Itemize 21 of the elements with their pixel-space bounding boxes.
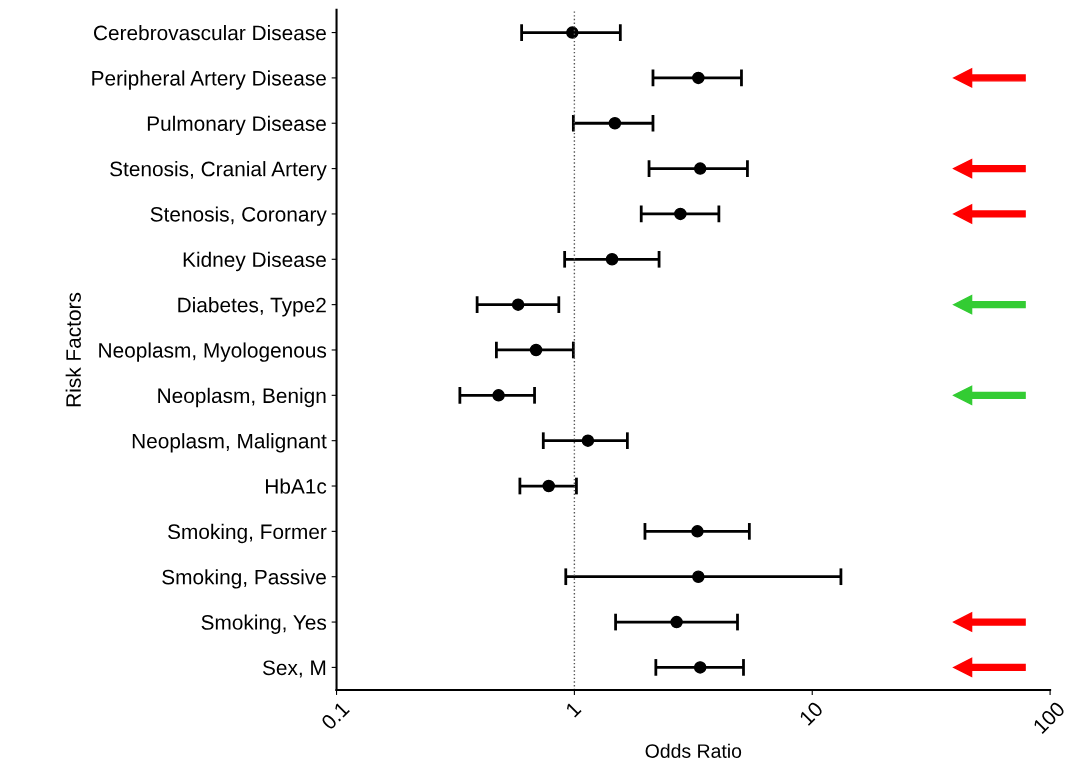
y-tick-label: Kidney Disease xyxy=(183,251,326,272)
x-tick-label: 100 xyxy=(1032,700,1065,735)
y-tick-label: Peripheral Artery Disease xyxy=(92,70,326,90)
y-axis-title: Risk Factors xyxy=(65,292,81,407)
y-tick-label: Cerebrovascular Disease xyxy=(93,25,326,41)
y-tick-label: Smoking, Yes xyxy=(201,614,327,634)
x-tick-label: 10 xyxy=(798,700,824,726)
x-tick-label: 1 xyxy=(565,701,582,718)
y-tick-label: Pulmonary Disease xyxy=(147,115,326,136)
y-tick-label: Smoking, Former xyxy=(168,523,327,544)
y-tick-label: Sex, M xyxy=(262,660,326,678)
y-tick-label: Stenosis, Cranial Artery xyxy=(110,161,327,181)
y-tick-label: HbA1c xyxy=(266,478,327,494)
y-tick-label: Neoplasm, Malignant xyxy=(132,433,327,453)
x-tick-label: 0.1 xyxy=(320,700,351,731)
y-tick-label: Neoplasm, Myologenous xyxy=(99,342,327,362)
y-tick-label: Stenosis, Coronary xyxy=(150,206,327,226)
y-tick-label: Smoking, Passive xyxy=(162,569,326,589)
y-tick-label: Diabetes, Type2 xyxy=(178,297,326,317)
y-tick-label: Neoplasm, Benign xyxy=(158,387,326,408)
x-axis-title: Odds Ratio xyxy=(645,743,742,758)
